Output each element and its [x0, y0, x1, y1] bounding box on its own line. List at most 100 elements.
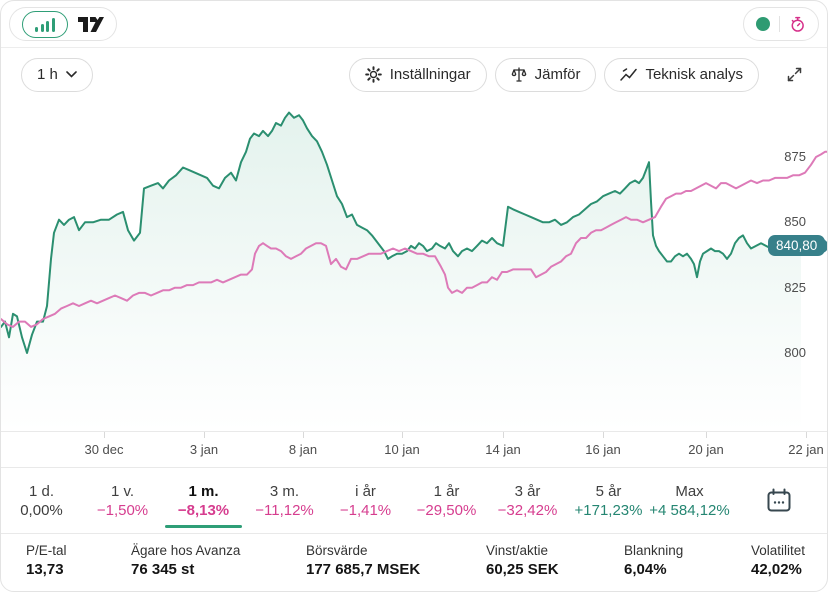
x-axis-tick-label: 3 jan	[189, 442, 219, 457]
x-axis-tick	[303, 432, 304, 438]
fullscreen-button[interactable]	[782, 62, 807, 87]
period-tab-iår[interactable]: i år −1,41%	[325, 468, 406, 533]
market-open-dot-icon	[756, 17, 770, 31]
period-change-value: +171,23%	[574, 501, 643, 519]
x-axis-tick-label: 22 jan	[788, 442, 824, 457]
period-label: 1 v.	[110, 482, 135, 500]
x-axis-tick	[104, 432, 105, 438]
period-label: 1 m.	[188, 482, 219, 500]
stat-label: Ägare hos Avanza	[131, 543, 241, 558]
x-axis-tick-label: 10 jan	[384, 442, 420, 457]
gear-icon	[364, 66, 382, 83]
stat-blankning: Blankning 6,04%	[624, 543, 751, 591]
y-axis-tick-label: 875	[784, 149, 806, 164]
comparison-line	[1, 150, 827, 328]
settings-label: Inställningar	[389, 66, 471, 83]
period-change-value: −29,50%	[416, 501, 477, 519]
period-tab-max[interactable]: Max +4 584,12%	[649, 468, 730, 533]
technical-analysis-label: Teknisk analys	[645, 66, 743, 83]
x-axis-tick-label: 16 jan	[585, 442, 621, 457]
period-label: i år	[355, 482, 376, 500]
chevron-down-icon	[66, 71, 77, 78]
chart-provider-toggle[interactable]	[9, 7, 117, 41]
stat-value: 60,25 SEK	[486, 561, 559, 578]
period-tab-1v[interactable]: 1 v. −1,50%	[82, 468, 163, 533]
stat-value: 76 345 st	[131, 561, 195, 578]
period-label: Max	[675, 482, 704, 500]
compare-button[interactable]: Jämför	[494, 57, 597, 92]
stat-label: Börsvärde	[306, 543, 368, 558]
period-label: 3 år	[514, 482, 541, 500]
period-change-value: +4 584,12%	[649, 501, 730, 519]
period-tab-1år[interactable]: 1 år −29,50%	[406, 468, 487, 533]
price-area-fill	[1, 112, 801, 431]
period-tabs: 1 d. 0,00% 1 v. −1,50% 1 m. −8,13% 3 m. −11,12%…	[1, 468, 827, 534]
stat-ägarehosavanza: Ägare hos Avanza 76 345 st	[131, 543, 306, 591]
stat-value: 177 685,7 MSEK	[306, 561, 421, 578]
period-tab-5år[interactable]: 5 år +171,23%	[568, 468, 649, 533]
stat-volatilitet: Volatilitet 42,02%	[751, 543, 827, 591]
trend-icon	[620, 67, 638, 82]
stat-börsvärde: Börsvärde 177 685,7 MSEK	[306, 543, 486, 591]
period-change-value: −1,50%	[96, 501, 149, 519]
calendar-icon	[766, 488, 792, 513]
scale-icon	[511, 66, 527, 83]
status-pill	[743, 7, 819, 41]
stat-value: 13,73	[26, 561, 64, 578]
period-change-value: −1,41%	[339, 501, 392, 519]
key-stats: P/E-tal 13,73 Ägare hos Avanza 76 345 st Bör…	[1, 534, 827, 591]
period-change-value: −32,42%	[497, 501, 558, 519]
technical-analysis-button[interactable]: Teknisk analys	[604, 57, 759, 92]
y-axis-tick-label: 800	[784, 345, 806, 360]
period-label: 1 d.	[28, 482, 55, 500]
price-chart[interactable]: 875 850 825 800 840,80	[1, 101, 827, 431]
period-label: 1 år	[433, 482, 460, 500]
x-axis-tick-label: 30 dec	[84, 442, 124, 457]
chart-toolbar: 1 h Inställni	[1, 48, 827, 101]
x-axis-tick-label: 8 jan	[288, 442, 318, 457]
date-range-picker-button[interactable]	[730, 468, 827, 533]
period-label: 3 m.	[269, 482, 300, 500]
stat-petal: P/E-tal 13,73	[26, 543, 131, 591]
stat-value: 42,02%	[751, 561, 802, 578]
chart-canvas[interactable]	[1, 101, 828, 431]
x-axis-tick	[706, 432, 707, 438]
price-line	[1, 111, 802, 354]
settings-button[interactable]: Inställningar	[348, 57, 487, 92]
x-axis-tick	[806, 432, 807, 438]
interval-label: 1 h	[37, 66, 58, 83]
y-axis-tick-label: 850	[784, 214, 806, 230]
x-axis-tick	[204, 432, 205, 438]
x-axis-tick	[603, 432, 604, 438]
period-tab-1m[interactable]: 1 m. −8,13%	[163, 468, 244, 533]
interval-dropdown[interactable]: 1 h	[21, 57, 93, 92]
period-change-value: −11,12%	[255, 501, 314, 519]
y-axis-tick-label: 825	[784, 279, 806, 295]
stat-label: Volatilitet	[751, 543, 806, 558]
x-axis-tick-label: 14 jan	[485, 442, 521, 457]
x-axis-tick-label: 20 jan	[688, 442, 724, 457]
stat-label: Vinst/aktie	[486, 543, 549, 558]
stat-label: Blankning	[624, 543, 684, 558]
divider	[779, 16, 780, 32]
period-tab-1d[interactable]: 1 d. 0,00%	[1, 468, 82, 533]
stat-label: P/E-tal	[26, 543, 67, 558]
avanza-bar-chart-icon[interactable]	[22, 10, 68, 38]
stat-value: 6,04%	[624, 561, 667, 578]
period-label: 5 år	[595, 482, 622, 500]
expand-arrows-icon	[784, 64, 805, 85]
compare-label: Jämför	[534, 66, 581, 83]
x-axis: 30 dec 3 jan 8 jan 10 jan 14 jan 16 jan 20 jan…	[1, 431, 827, 468]
period-change-value: 0,00%	[20, 501, 63, 519]
period-tab-3m[interactable]: 3 m. −11,12%	[244, 468, 325, 533]
tradingview-logo-icon[interactable]	[77, 16, 104, 33]
header	[1, 1, 827, 48]
stat-vinstaktie: Vinst/aktie 60,25 SEK	[486, 543, 624, 591]
toolbar-right: Inställningar Jämför	[348, 57, 807, 92]
stopwatch-icon[interactable]	[789, 16, 806, 33]
period-change-value: −8,13%	[177, 501, 230, 519]
x-axis-tick	[503, 432, 504, 438]
period-tab-3år[interactable]: 3 år −32,42%	[487, 468, 568, 533]
last-price-tag: 840,80	[768, 235, 826, 256]
